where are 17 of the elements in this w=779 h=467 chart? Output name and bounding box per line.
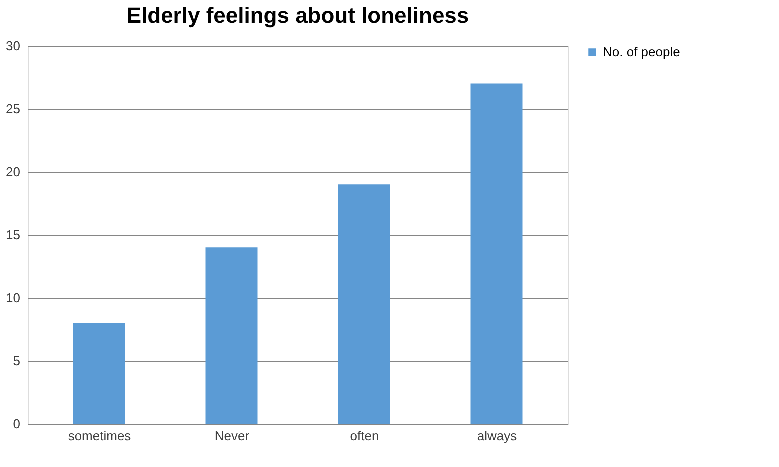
x-tick-label: always [477,428,518,444]
y-tick-label: 15 [6,228,20,242]
x-tick-label: Never [214,428,250,444]
x-tick-label: sometimes [68,428,132,444]
y-tick-label: 25 [6,102,20,116]
y-tick-label: 30 [6,38,20,54]
x-tick-label: often [350,428,380,444]
y-tick-label: 5 [13,354,20,368]
chart-title: Elderly feelings about loneliness [126,3,470,28]
y-tick-label: 0 [13,416,20,432]
bar [206,248,258,424]
legend-label: No. of people [603,44,680,60]
bar [470,84,523,424]
y-tick-label: 20 [6,164,20,180]
bar [338,184,390,424]
bar [73,323,126,424]
y-tick-label: 10 [6,290,20,306]
